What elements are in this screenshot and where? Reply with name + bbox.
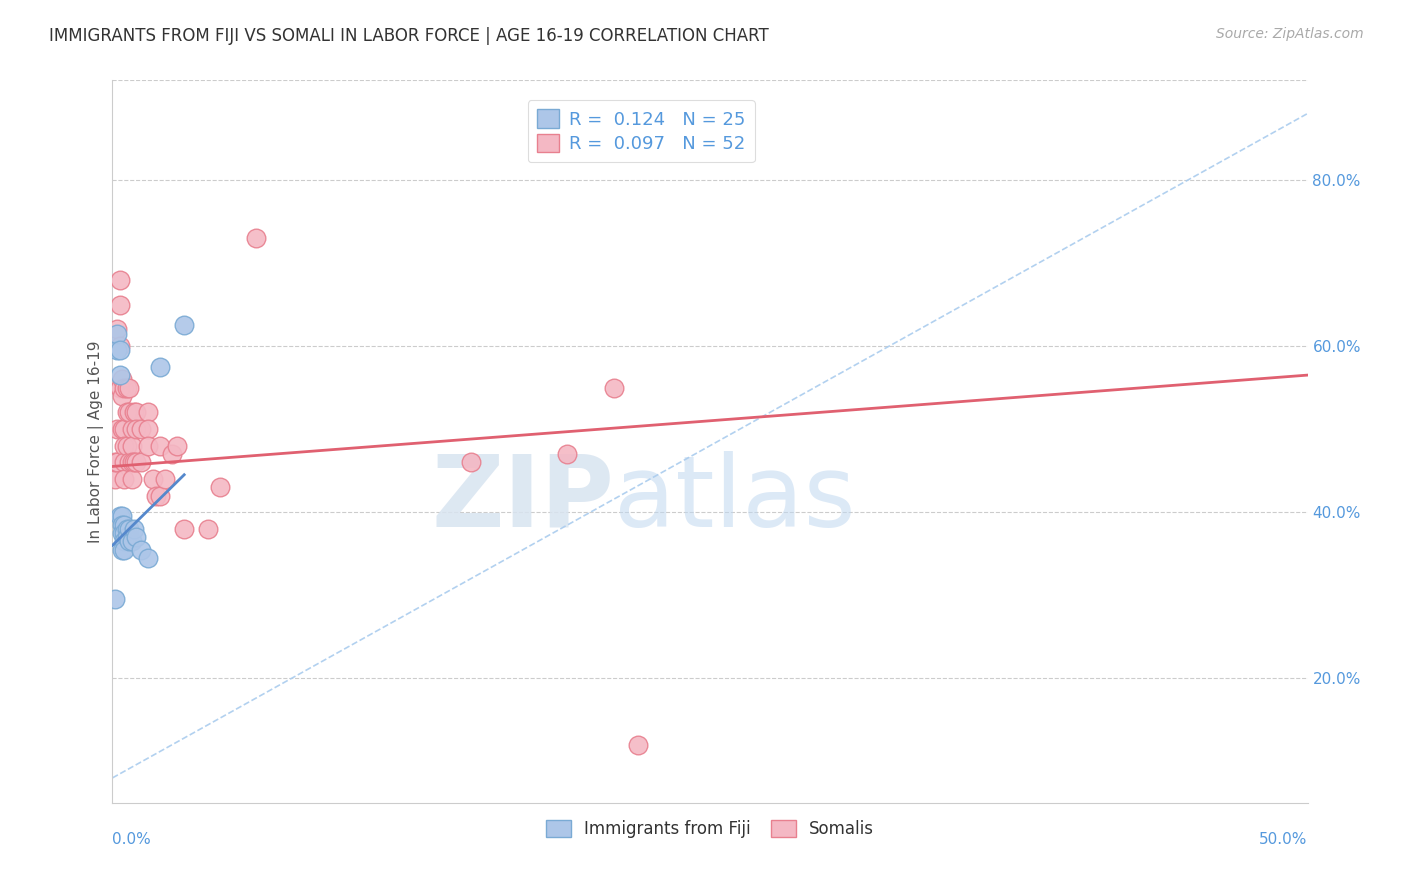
Point (114, 472, 135, 486)
Point (125, 530, 148, 544)
Point (129, 542, 152, 557)
Point (108, 380, 131, 394)
Point (115, 380, 138, 394)
Point (197, 522, 219, 536)
Point (111, 372, 134, 386)
Point (118, 522, 141, 536)
Point (108, 339, 131, 353)
Point (125, 422, 148, 436)
Point (114, 534, 135, 549)
Point (153, 472, 176, 486)
Point (138, 422, 160, 436)
Point (108, 272, 131, 286)
Point (121, 439, 143, 453)
Point (111, 525, 134, 540)
Point (121, 472, 143, 486)
Text: Source: ZipAtlas.com: Source: ZipAtlas.com (1216, 27, 1364, 41)
Point (114, 525, 135, 540)
Point (118, 405, 141, 419)
Point (149, 359, 172, 374)
Point (245, 231, 267, 245)
Point (111, 542, 134, 557)
Text: 50.0%: 50.0% (1260, 831, 1308, 847)
Legend: Immigrants from Fiji, Somalis: Immigrants from Fiji, Somalis (540, 814, 880, 845)
Point (122, 522, 145, 536)
Point (115, 522, 138, 536)
Point (138, 439, 160, 453)
Point (125, 455, 148, 469)
Y-axis label: In Labor Force | Age 16-19: In Labor Force | Age 16-19 (89, 340, 104, 543)
Text: atlas: atlas (614, 450, 856, 548)
Point (162, 447, 183, 461)
Point (121, 455, 143, 469)
Point (115, 530, 138, 544)
Point (118, 534, 141, 549)
Point (104, 455, 127, 469)
Point (114, 542, 135, 557)
Point (149, 489, 172, 503)
Point (122, 405, 145, 419)
Point (138, 405, 160, 419)
Point (105, 326, 128, 341)
Point (105, 422, 128, 436)
Point (115, 439, 138, 453)
Point (121, 422, 143, 436)
Point (125, 405, 148, 419)
Text: IMMIGRANTS FROM FIJI VS SOMALI IN LABOR FORCE | AGE 16-19 CORRELATION CHART: IMMIGRANTS FROM FIJI VS SOMALI IN LABOR … (49, 27, 769, 45)
Point (111, 517, 134, 532)
Point (627, 738, 650, 752)
Point (555, 447, 578, 461)
Text: ZIP: ZIP (432, 450, 614, 548)
Point (108, 368, 131, 383)
Point (173, 522, 195, 536)
Point (105, 322, 128, 336)
Point (108, 297, 131, 311)
Point (129, 422, 152, 436)
Point (114, 439, 135, 453)
Point (118, 380, 141, 394)
Point (114, 422, 135, 436)
Point (166, 439, 188, 453)
Point (122, 455, 145, 469)
Point (111, 389, 134, 403)
Point (114, 517, 135, 532)
Point (209, 480, 232, 494)
Point (142, 472, 165, 486)
Point (108, 343, 131, 358)
Point (460, 455, 482, 469)
Point (114, 455, 135, 469)
Point (115, 405, 138, 419)
Point (145, 489, 167, 503)
Point (603, 380, 626, 394)
Point (149, 439, 172, 453)
Point (114, 380, 135, 394)
Point (108, 509, 131, 524)
Point (104, 472, 127, 486)
Point (118, 455, 141, 469)
Point (138, 550, 160, 565)
Point (129, 455, 152, 469)
Point (105, 455, 128, 469)
Point (105, 343, 128, 358)
Point (121, 534, 143, 549)
Point (173, 318, 195, 333)
Point (104, 592, 127, 607)
Text: 0.0%: 0.0% (112, 831, 152, 847)
Point (111, 509, 134, 524)
Point (111, 422, 134, 436)
